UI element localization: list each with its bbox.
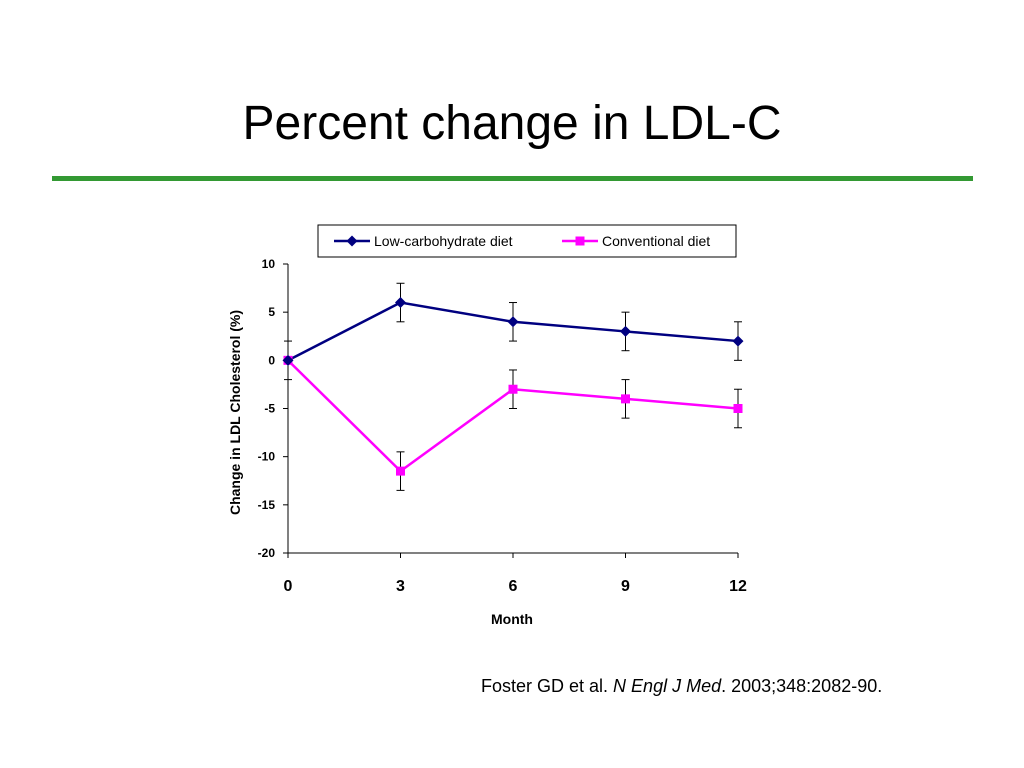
x-tick-label: 0	[284, 578, 293, 595]
y-tick-label: 10	[262, 257, 276, 271]
x-tick-label: 12	[729, 578, 747, 595]
axes: 10 5 0 -5 -10 -15 -20 0 3 6 9 12 Month Change in LDL …	[227, 257, 747, 627]
data-point-conventional	[508, 384, 518, 394]
y-tick-label: -5	[264, 402, 275, 416]
y-tick-label: 0	[268, 353, 275, 367]
y-axis-label: Change in LDL Cholesterol (%)	[227, 310, 243, 515]
citation: Foster GD et al. N Engl J Med. 2003;348:…	[481, 676, 882, 697]
legend-swatch-marker	[575, 236, 585, 246]
y-tick-label: 5	[268, 305, 275, 319]
data-point-low-carbohydrate	[507, 316, 519, 328]
citation-authors: Foster GD et al.	[481, 676, 614, 696]
citation-details: . 2003;348:2082-90.	[721, 676, 883, 696]
legend-label: Low-carbohydrate diet	[374, 233, 513, 249]
legend-box	[317, 224, 737, 258]
legend-label: Conventional diet	[602, 233, 710, 249]
legend-swatch-marker	[346, 235, 358, 247]
y-tick-label: -20	[258, 546, 276, 560]
x-tick-label: 9	[621, 578, 630, 595]
series-markers	[282, 297, 744, 476]
x-tick-label: 3	[396, 578, 405, 595]
data-point-conventional	[396, 466, 405, 476]
data-point-low-carbohydrate	[732, 335, 744, 347]
data-point-conventional	[733, 404, 743, 413]
y-tick-label: -15	[258, 498, 276, 512]
title-divider	[52, 176, 973, 181]
slide-title: Percent change in LDL-C	[242, 97, 782, 150]
citation-journal: N Engl J Med	[613, 676, 722, 696]
data-point-conventional	[621, 394, 630, 404]
data-point-low-carbohydrate	[282, 354, 294, 366]
legend: Low-carbohydrate diet Conventional diet	[317, 224, 737, 258]
data-point-low-carbohydrate	[620, 325, 631, 337]
data-point-low-carbohydrate	[395, 297, 406, 309]
x-tick-label: 6	[509, 578, 518, 595]
y-tick-label: -10	[258, 450, 276, 464]
x-axis-label: Month	[491, 611, 533, 627]
